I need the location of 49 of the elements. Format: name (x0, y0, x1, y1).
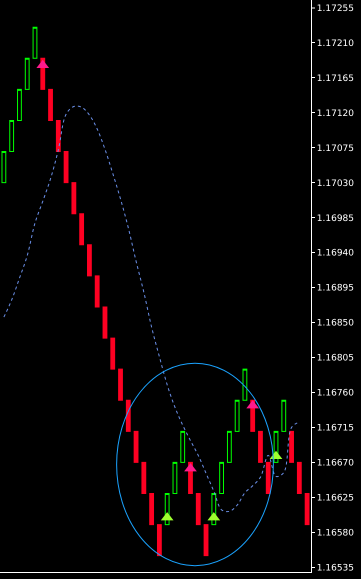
candlestick (94, 275, 100, 308)
candlestick (141, 462, 146, 494)
y-tick-label: 1.16985 (316, 214, 354, 224)
candlestick (266, 462, 271, 494)
y-tick-label: 1.16895 (316, 284, 354, 294)
candlestick (304, 493, 310, 526)
candlestick (48, 88, 53, 121)
candlestick (234, 400, 240, 432)
candlestick (180, 430, 186, 463)
candlestick (24, 58, 30, 90)
y-tick-label: 1.16580 (316, 528, 354, 539)
candlestick (258, 430, 263, 463)
y-tick-label: 1.17255 (316, 4, 354, 14)
candlestick (226, 430, 232, 463)
y-tick-label: 1.17120 (316, 108, 354, 119)
candlestick (134, 430, 138, 463)
y-tick-label: 1.16715 (316, 424, 354, 434)
y-tick-label: 1.16625 (316, 494, 354, 504)
y-tick-label: 1.17075 (316, 144, 354, 154)
candlestick (149, 493, 154, 526)
candlestick (219, 462, 224, 494)
candlestick (71, 182, 76, 214)
candlestick (32, 26, 38, 59)
y-tick-label: 1.16805 (316, 354, 354, 364)
y-tick-label: 1.16760 (316, 388, 354, 399)
candlestick (9, 120, 14, 152)
candlestick (296, 462, 302, 494)
candlestick (17, 88, 22, 121)
y-tick-label: 1.17210 (316, 38, 354, 49)
candlestick (196, 493, 201, 526)
candlestick (172, 462, 178, 494)
y-tick-label: 1.16535 (316, 563, 354, 574)
y-tick-label: 1.17030 (316, 178, 354, 189)
candlestick (64, 151, 68, 184)
candlestick (110, 338, 116, 370)
candlestick (281, 400, 286, 432)
y-tick-label: 1.17165 (316, 74, 354, 84)
candlestick (242, 368, 248, 401)
y-tick-label: 1.16670 (316, 458, 354, 469)
candlestick (102, 306, 108, 339)
candlestick (79, 213, 84, 246)
candlestick (87, 244, 92, 276)
candlestick (289, 430, 294, 463)
candlestick (156, 524, 162, 556)
candlestick (204, 524, 208, 556)
y-tick-label: 1.16850 (316, 318, 354, 329)
y-tick-label: 1.16940 (316, 248, 354, 259)
candlestick (118, 368, 123, 401)
line-series (3, 106, 300, 512)
